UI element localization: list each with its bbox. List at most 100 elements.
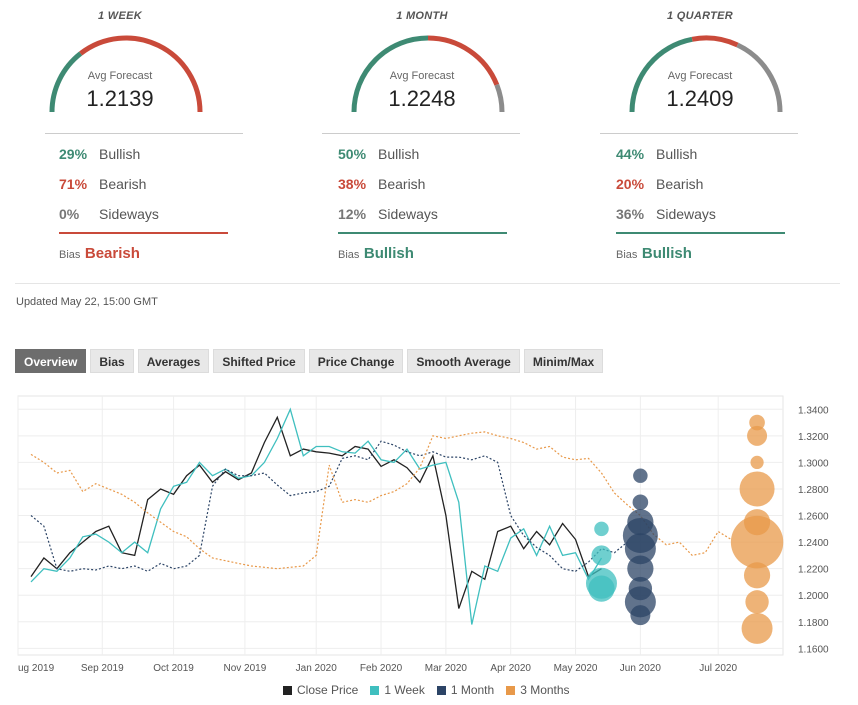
tab-bias[interactable]: Bias — [90, 349, 134, 373]
y-tick-label: 1.2200 — [798, 565, 829, 576]
bias-value: Bullish — [641, 245, 692, 262]
forecast-bubble-3-months — [745, 590, 769, 614]
tab-shifted-price[interactable]: Shifted Price — [213, 349, 305, 373]
y-tick-label: 1.1600 — [798, 644, 829, 655]
sideways-row: 36% Sideways — [616, 206, 716, 222]
gauge-period: 1 QUARTER — [666, 10, 734, 22]
forecast-bubble-1-month — [624, 533, 656, 565]
legend-swatch — [370, 685, 380, 695]
gauge-arc — [351, 35, 505, 113]
forecast-bubble-1-month — [632, 494, 649, 511]
divider — [45, 133, 243, 134]
x-tick-label: ug 2019 — [18, 663, 55, 674]
legend-swatch — [283, 685, 292, 695]
sideways-pct: 12% — [338, 206, 367, 222]
sideways-row: 0% Sideways — [59, 206, 159, 222]
tab-smooth-average[interactable]: Smooth Average — [407, 349, 520, 373]
bias-row: Bias Bearish — [59, 245, 140, 263]
x-tick-label: Oct 2019 — [153, 663, 194, 674]
gauge-segment-bearish — [691, 35, 739, 48]
gauge-arc — [49, 35, 203, 113]
x-tick-label: Apr 2020 — [490, 663, 531, 674]
forecast-chart: 1.1600 1.1800 1.2000 1.2200 1.2400 1.2600 1.28… — [17, 395, 829, 674]
section-divider — [15, 283, 840, 284]
bearish-row: 20% Bearish — [616, 176, 703, 192]
divider — [600, 133, 798, 134]
legend-label: Close Price — [297, 683, 359, 697]
legend-label: 3 Months — [520, 683, 570, 697]
bullish-label: Bullish — [99, 146, 141, 162]
bias-row: Bias Bullish — [338, 245, 414, 263]
forecast-bubble-1-week — [588, 575, 615, 602]
forecast-bubble-1-week — [591, 545, 612, 566]
tab-minim-max[interactable]: Minim/Max — [523, 349, 604, 373]
y-tick-label: 1.3000 — [798, 458, 829, 469]
sideways-pct: 36% — [616, 206, 645, 222]
legend-item-3-months[interactable]: 3 Months — [506, 683, 570, 697]
stats-1month: 50% Bullish 38% Bearish 12% Sideways Bias B… — [323, 0, 523, 280]
gauge-segment-bearish — [427, 35, 500, 86]
sideways-label: Sideways — [99, 206, 159, 222]
bias-underline — [338, 232, 507, 234]
bearish-row: 71% Bearish — [59, 176, 146, 192]
legend-item-close-price[interactable]: Close Price — [283, 683, 358, 697]
bearish-pct: 38% — [338, 176, 367, 192]
x-tick-label: May 2020 — [554, 663, 598, 674]
chart-legend: Close Price 1 Week 1 Month 3 Months — [283, 683, 570, 697]
bearish-pct: 20% — [616, 176, 645, 192]
legend-item-1-week[interactable]: 1 Week — [370, 683, 425, 697]
bullish-label: Bullish — [378, 146, 420, 162]
bullish-pct: 29% — [59, 146, 88, 162]
avg-forecast-value: 1.2248 — [388, 86, 456, 111]
forecast-bubble-1-month — [633, 468, 648, 483]
gauge-segment-bullish — [351, 35, 429, 113]
y-tick-label: 1.1800 — [798, 618, 829, 629]
y-tick-label: 1.3200 — [798, 432, 829, 443]
tab-averages[interactable]: Averages — [137, 349, 210, 373]
avg-forecast-value: 1.2139 — [86, 86, 154, 111]
legend-label: 1 Week — [384, 683, 425, 697]
forecast-bubble-3-months — [730, 515, 784, 569]
avg-forecast-label: Avg Forecast — [389, 70, 455, 82]
tab-price-change[interactable]: Price Change — [308, 349, 404, 373]
gauge-segment-bearish — [79, 35, 203, 113]
legend-swatch — [436, 685, 446, 695]
bias-label: Bias — [338, 249, 360, 261]
forecast-bubble-3-months — [749, 414, 765, 431]
bullish-row: 44% Bullish — [616, 146, 697, 162]
legend-swatch — [506, 685, 516, 695]
forecast-bubble-1-week — [594, 521, 609, 537]
legend-item-1-month[interactable]: 1 Month — [436, 683, 495, 697]
bullish-label: Bullish — [656, 146, 698, 162]
gauge-period: 1 MONTH — [396, 10, 448, 22]
y-tick-label: 1.2000 — [798, 591, 829, 602]
legend-label: 1 Month — [450, 683, 495, 697]
divider — [322, 133, 520, 134]
sideways-label: Sideways — [656, 206, 716, 222]
gauge-segment-bullish — [629, 36, 693, 113]
bullish-row: 29% Bullish — [59, 146, 140, 162]
x-tick-label: Jun 2020 — [620, 663, 662, 674]
bias-underline — [616, 232, 785, 234]
gauge-arc — [629, 35, 783, 113]
gauge-segment-sideways — [494, 83, 505, 113]
bias-label: Bias — [59, 249, 81, 261]
bearish-label: Bearish — [99, 176, 147, 192]
bias-underline — [59, 232, 228, 234]
tab-overview[interactable]: Overview — [15, 349, 87, 373]
bearish-label: Bearish — [378, 176, 426, 192]
series-line-3-months — [30, 431, 732, 570]
y-tick-label: 1.3400 — [798, 405, 829, 416]
forecast-bubble-1-month — [627, 555, 654, 582]
bias-row: Bias Bullish — [616, 245, 692, 263]
gauge-segment-bullish — [49, 51, 83, 113]
x-tick-label: Nov 2019 — [224, 663, 267, 674]
forecast-bubble-3-months — [741, 612, 773, 644]
y-tick-label: 1.2800 — [798, 485, 829, 496]
gauge-period: 1 WEEK — [98, 10, 142, 22]
forecast-bubble-3-months — [747, 425, 768, 446]
bearish-row: 38% Bearish — [338, 176, 425, 192]
plot-area — [17, 395, 784, 656]
chart-tabs: Overview Bias Averages Shifted Price Pri… — [15, 349, 604, 373]
forecast-bubble-3-months — [739, 471, 775, 507]
